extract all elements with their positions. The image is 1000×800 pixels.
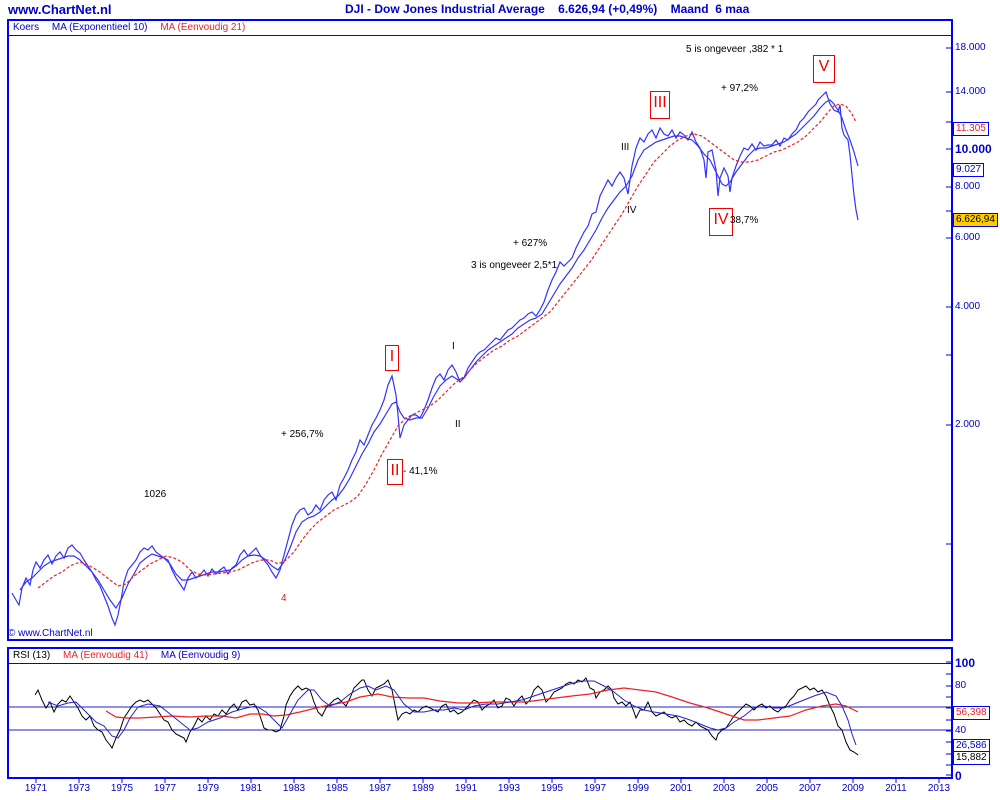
rsi-sma9-value-box: 26,586 [953,739,990,753]
x-tick-label: 1999 [626,783,650,794]
rsi-tick-0: 0 [955,769,962,783]
rsi-tick-80: 80 [955,680,967,691]
annotation-gain1: + 256,7% [281,429,324,440]
annotation-ratio5: 5 is ongeveer ,382 * 1 [686,44,784,55]
wave-label-2: II [387,459,403,485]
y-tick-18000: 18.000 [955,42,986,53]
x-tick-label: 1983 [282,783,306,794]
x-tick-label: 1979 [196,783,220,794]
price-legend: Koers MA (Exponentieel 10) MA (Eenvoudig… [13,22,255,33]
y-tick-10000: 10.000 [955,142,992,156]
x-tick-label: 2011 [885,783,907,794]
wave-label-1: I [385,345,399,371]
x-tick-label: 1971 [24,783,48,794]
legend-ema: MA (Exponentieel 10) [51,22,148,33]
x-tick-label: 1985 [325,783,349,794]
x-tick-label: 1975 [110,783,134,794]
wave-label-3: III [650,91,670,119]
x-tick-label: 1981 [239,783,263,794]
annotation-ratio3: 3 is ongeveer 2,5*1 [471,260,558,271]
x-tick-label: 1995 [540,783,564,794]
x-tick-label: 1991 [454,783,478,794]
chart-title: DJI - Dow Jones Industrial Average 6.626… [345,2,750,16]
x-tick-label: 2001 [669,783,693,794]
x-tick-label: 1987 [368,783,392,794]
annotation-sub-iii: III [621,142,630,153]
rsi-tick-40: 40 [955,725,967,736]
chart-header: www.ChartNet.nl DJI - Dow Jones Industri… [0,0,1000,18]
copyright: © www.ChartNet.nl [8,628,93,639]
rsi-tick-100: 100 [955,656,976,670]
rsi-sma41-value-box: 56,398 [953,706,990,720]
annotation-sub-i: I [452,341,455,352]
annotation-wave4-small: 4 [281,593,287,604]
annotation-gain5: + 97,2% [721,83,758,94]
x-tick-label: 1977 [153,783,177,794]
rsi-legend-divider [9,663,951,664]
x-tick-label: 2005 [755,783,779,794]
legend-rsi-sma9: MA (Eenvoudig 9) [160,650,241,661]
rsi-value-box: 15,882 [953,751,990,765]
rsi-legend: RSI (13) MA (Eenvoudig 41) MA (Eenvoudig… [13,650,250,661]
legend-divider [9,35,951,36]
legend-price: Koers [13,22,40,33]
y-tick-2000: 2.000 [955,419,981,430]
annotation-loss2: - 41,1% [403,466,438,477]
annotation-loss4: 38,7% [730,215,759,226]
x-tick-label: 1997 [583,783,607,794]
last-price-box: 6.626,94 [953,213,998,227]
sma-value-box: 11.305 [953,122,989,136]
price-panel: Koers MA (Exponentieel 10) MA (Eenvoudig… [7,19,953,641]
wave-label-5: V [813,55,835,83]
x-tick-label: 1989 [411,783,435,794]
annotation-gain3: + 627% [513,238,548,249]
annotation-sub-ii: II [455,419,461,430]
x-tick-label: 2003 [712,783,736,794]
annotation-sub-iv: IV [627,205,637,216]
x-tick-label: 2007 [798,783,822,794]
ema-value-box: 9.027 [953,163,985,177]
x-tick-label: 1993 [497,783,521,794]
x-tick-label: 1973 [67,783,91,794]
legend-rsi: RSI (13) [13,650,51,661]
wave-label-4: IV [709,208,733,236]
legend-rsi-sma41: MA (Eenvoudig 41) [63,650,149,661]
x-tick-label: 2013 [927,783,951,794]
x-tick-label: 2009 [841,783,865,794]
legend-sma: MA (Eenvoudig 21) [160,22,246,33]
y-tick-6000: 6.000 [955,232,981,243]
rsi-panel: RSI (13) MA (Eenvoudig 41) MA (Eenvoudig… [7,647,953,779]
y-tick-14000: 14.000 [955,86,986,97]
y-tick-4000: 4.000 [955,301,981,312]
annotation-1026: 1026 [144,489,167,500]
y-tick-8000: 8.000 [955,181,981,192]
site-name[interactable]: www.ChartNet.nl [8,2,112,17]
